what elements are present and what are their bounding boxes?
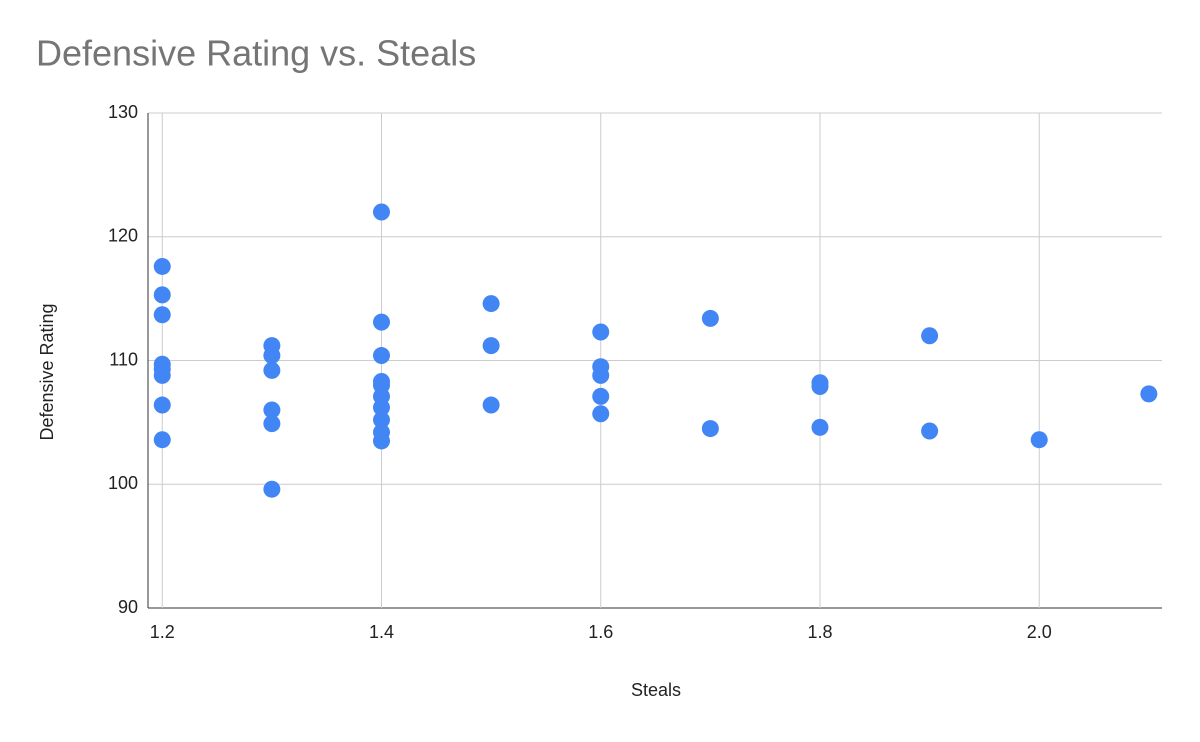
point — [263, 480, 281, 498]
point — [701, 420, 719, 438]
y-tick-label: 90 — [118, 597, 138, 617]
point — [482, 337, 500, 355]
point — [701, 309, 719, 327]
point — [372, 203, 390, 221]
x-tick-label: 1.6 — [588, 622, 613, 642]
point — [592, 387, 610, 405]
point — [1140, 385, 1158, 403]
point — [482, 396, 500, 414]
point — [153, 366, 171, 384]
x-tick-label: 1.4 — [369, 622, 394, 642]
y-tick-label: 110 — [109, 349, 138, 369]
points — [153, 203, 1158, 498]
point — [811, 377, 829, 395]
point — [153, 396, 171, 414]
x-tick-label: 2.0 — [1027, 622, 1052, 642]
point — [921, 327, 939, 345]
chart-title: Defensive Rating vs. Steals — [36, 33, 476, 74]
x-tick-label: 1.8 — [807, 622, 832, 642]
point — [153, 306, 171, 324]
point — [811, 418, 829, 436]
point — [592, 405, 610, 423]
point — [153, 257, 171, 275]
point — [372, 411, 390, 429]
point — [482, 295, 500, 313]
grid: 90 100 110 120 130 1.2 1.4 1.6 1.8 2.0 — [108, 102, 1162, 642]
y-tick-label: 130 — [108, 102, 138, 122]
point — [372, 399, 390, 417]
point — [372, 432, 390, 450]
point — [372, 313, 390, 331]
x-axis-label: Steals — [631, 680, 681, 700]
point — [263, 347, 281, 365]
x-tick-label: 1.2 — [150, 622, 175, 642]
point — [263, 415, 281, 433]
y-tick-label: 100 — [108, 473, 138, 493]
point — [1030, 431, 1048, 449]
point — [153, 286, 171, 304]
point — [592, 366, 610, 384]
point — [592, 323, 610, 341]
point — [263, 361, 281, 379]
y-tick-label: 120 — [108, 226, 138, 246]
point — [263, 401, 281, 419]
point — [921, 422, 939, 440]
point — [372, 347, 390, 365]
point — [153, 431, 171, 449]
y-axis-label: Defensive Rating — [37, 303, 57, 440]
